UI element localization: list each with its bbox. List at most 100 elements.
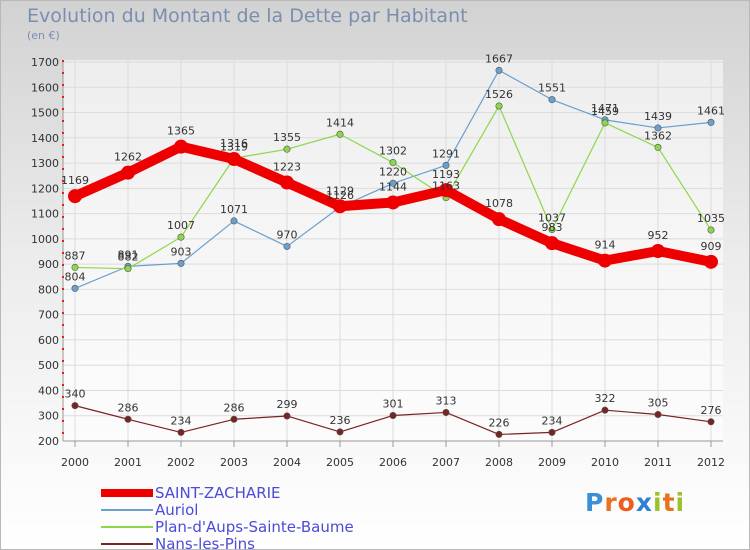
data-label: 236 — [330, 414, 351, 427]
legend-swatch — [101, 509, 153, 511]
data-point — [389, 411, 397, 419]
data-label: 1126 — [326, 189, 354, 202]
data-label: 1078 — [485, 197, 513, 210]
logo-letter: i — [653, 488, 663, 517]
x-tick-label: 2012 — [697, 456, 725, 469]
y-tick-label: 1100 — [31, 208, 59, 221]
data-label: 1037 — [538, 212, 566, 225]
data-point — [230, 217, 238, 225]
data-label: 1163 — [432, 180, 460, 193]
data-label: 299 — [277, 398, 298, 411]
data-label: 286 — [224, 401, 245, 414]
data-label: 1223 — [273, 161, 301, 174]
data-label: 914 — [595, 239, 616, 252]
data-label: 301 — [383, 397, 404, 410]
x-tick-label: 2011 — [644, 456, 672, 469]
data-point — [495, 66, 503, 74]
data-point — [283, 145, 291, 153]
data-point — [707, 418, 715, 426]
data-point — [177, 428, 185, 436]
y-tick-label: 900 — [38, 258, 59, 271]
data-point — [442, 161, 450, 169]
data-point — [283, 242, 291, 250]
data-label: 226 — [489, 416, 510, 429]
data-point — [227, 152, 241, 167]
data-label: 1414 — [326, 116, 354, 129]
data-point — [654, 410, 662, 418]
data-point — [601, 119, 609, 127]
y-tick-label: 1300 — [31, 157, 59, 170]
data-label: 313 — [436, 394, 457, 407]
data-label: 1262 — [114, 151, 142, 164]
data-point — [495, 430, 503, 438]
data-label: 1129 — [326, 184, 354, 197]
y-tick-label: 1000 — [31, 233, 59, 246]
data-label: 1667 — [485, 52, 513, 65]
data-label: 1471 — [591, 102, 619, 115]
data-label: 340 — [65, 388, 86, 401]
data-label: 1302 — [379, 145, 407, 158]
data-label: 1439 — [644, 110, 672, 123]
legend-label: Plan-d'Aups-Sainte-Baume — [155, 518, 354, 536]
y-tick-label: 300 — [38, 410, 59, 423]
x-tick-label: 2004 — [273, 456, 301, 469]
data-label: 1551 — [538, 82, 566, 95]
x-tick-label: 2000 — [61, 456, 89, 469]
data-point — [68, 189, 82, 204]
data-point — [177, 233, 185, 241]
data-point — [121, 165, 135, 180]
logo-letter: x — [635, 488, 653, 517]
data-point — [707, 118, 715, 126]
data-label: 322 — [595, 392, 616, 405]
data-label: 903 — [171, 245, 192, 258]
logo-letter: r — [604, 488, 618, 517]
data-point — [124, 415, 132, 423]
y-tick-label: 400 — [38, 384, 59, 397]
chart-subtitle: (en €) — [27, 29, 60, 42]
logo-letter: i — [675, 488, 686, 517]
data-point — [704, 254, 718, 269]
data-label: 882 — [118, 251, 139, 264]
data-point — [124, 265, 132, 273]
data-label: 1007 — [167, 219, 195, 232]
data-point — [230, 415, 238, 423]
x-tick-label: 2006 — [379, 456, 407, 469]
data-label: 970 — [277, 228, 298, 241]
data-label: 891 — [118, 248, 139, 261]
data-label: 276 — [701, 404, 722, 417]
data-point — [707, 226, 715, 234]
data-label: 1355 — [273, 131, 301, 144]
data-point — [389, 179, 397, 187]
data-label: 286 — [118, 401, 139, 414]
data-point — [492, 212, 506, 227]
data-point — [283, 412, 291, 420]
y-tick-label: 1700 — [31, 56, 59, 69]
data-label: 1071 — [220, 203, 248, 216]
x-tick-label: 2009 — [538, 456, 566, 469]
data-point — [439, 183, 453, 198]
data-label: 1193 — [432, 168, 460, 181]
data-label: 887 — [65, 249, 86, 262]
data-label: 1319 — [220, 140, 248, 153]
y-tick-label: 1500 — [31, 107, 59, 120]
data-point — [389, 159, 397, 167]
legend-swatch — [101, 526, 153, 528]
data-label: 909 — [701, 240, 722, 253]
data-label: 983 — [542, 221, 563, 234]
data-point — [71, 263, 79, 271]
data-point — [333, 199, 347, 214]
data-label: 1220 — [379, 165, 407, 178]
data-point — [495, 102, 503, 110]
legend-label: SAINT-ZACHARIE — [155, 484, 281, 502]
proxiti-logo: Proxiti — [585, 488, 685, 517]
data-point — [548, 428, 556, 436]
y-tick-label: 600 — [38, 334, 59, 347]
y-tick-label: 500 — [38, 359, 59, 372]
data-label: 1144 — [379, 180, 407, 193]
x-tick-label: 2001 — [114, 456, 142, 469]
data-point — [336, 428, 344, 436]
data-point — [174, 139, 188, 154]
data-point — [545, 236, 559, 251]
